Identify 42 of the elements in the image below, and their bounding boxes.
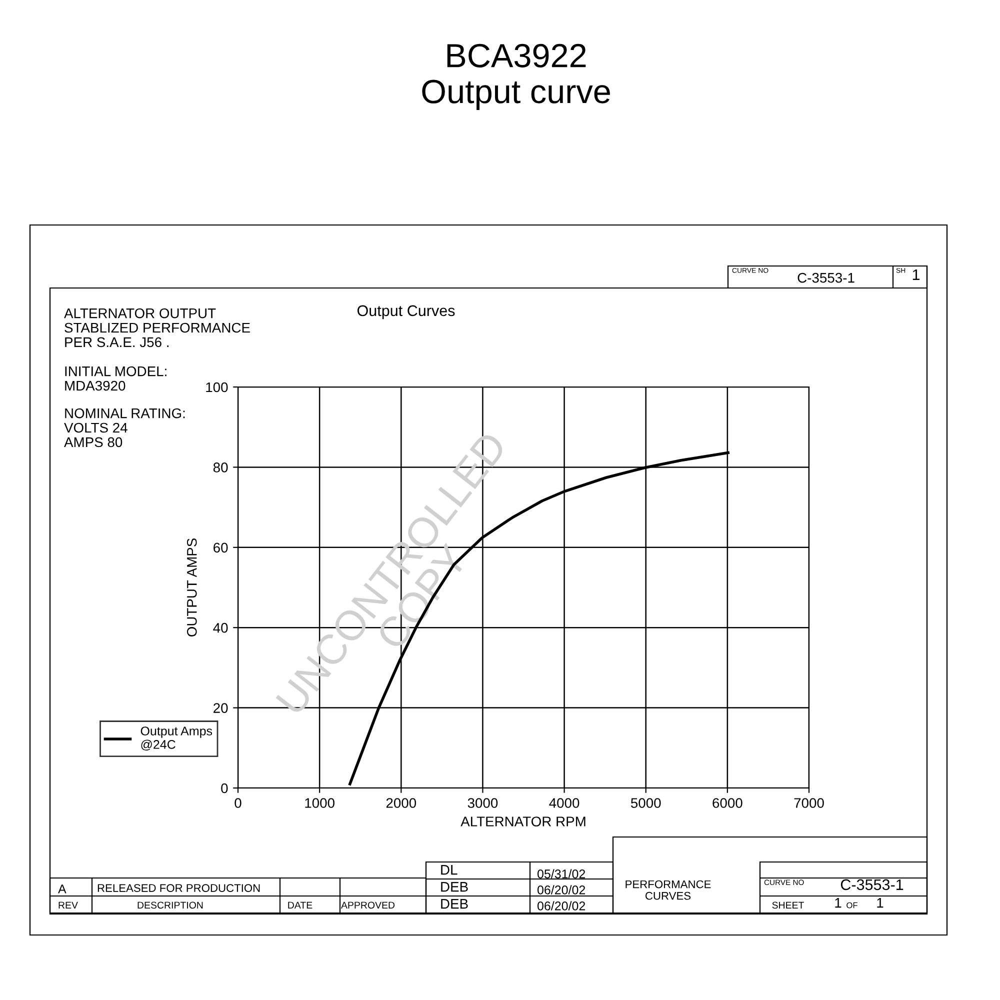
y-tick-label: 20	[214, 703, 228, 713]
legend-label: Output Amps @24C	[140, 726, 212, 750]
text: DL	[441, 865, 458, 875]
x-tick-label: 6000	[712, 798, 742, 808]
y-tick-label: 0	[221, 783, 228, 794]
text: 06/20/02	[537, 901, 586, 910]
y-tick-label: 60	[214, 542, 228, 553]
text: DEB	[441, 882, 468, 892]
x-tick-label: 2000	[386, 798, 416, 808]
x-tick-label: 7000	[794, 798, 824, 808]
text: C-3553-1	[840, 879, 904, 890]
text: 05/31/02	[537, 869, 586, 878]
x-tick-label: 1000	[305, 798, 334, 808]
text: 1	[877, 898, 884, 908]
text: OF	[846, 902, 858, 908]
text: APPROVED	[341, 902, 395, 909]
text: RELEASED FOR PRODUCTION	[98, 884, 260, 892]
text: 06/20/02	[537, 885, 586, 894]
text: SHEET	[772, 902, 804, 909]
text: DEB	[441, 899, 468, 909]
text: DESCRIPTION	[138, 902, 203, 909]
x-tick-label: 4000	[549, 798, 580, 808]
x-tick-label: 5000	[630, 798, 661, 808]
text: NOMINAL RATING: VOLTS 24 AMPS 80	[64, 408, 185, 448]
text: REV	[58, 902, 78, 909]
y-axis-title: OUTPUT AMPS	[186, 538, 197, 636]
x-tick-label: 3000	[468, 798, 498, 808]
text: DATE	[288, 902, 312, 909]
chart-subtitle: Output Curves	[357, 305, 455, 320]
text: A	[58, 884, 66, 894]
text: ALTERNATOR OUTPUT STABLIZED PERFORMANCE PER S.A.E. J56 .	[64, 308, 250, 348]
y-tick-label: 40	[213, 622, 228, 633]
x-tick-label: 0	[234, 798, 242, 808]
y-tick-label: 80	[213, 462, 228, 472]
text: 1	[912, 269, 920, 280]
y-tick-label: 100	[206, 382, 228, 392]
text: PERFORMANCE CURVES	[626, 880, 711, 900]
text: 1	[835, 898, 842, 908]
text: INITIAL MODEL: MDA3920	[65, 366, 166, 391]
chart-title: BCA3922 Output curve	[422, 44, 610, 110]
x-axis-title: ALTERNATOR RPM	[460, 816, 586, 826]
text: C-3553-1	[798, 272, 854, 283]
